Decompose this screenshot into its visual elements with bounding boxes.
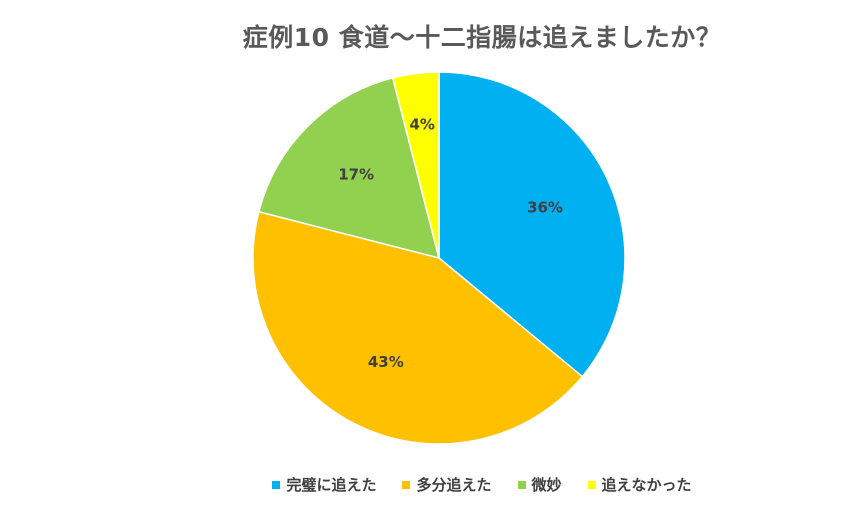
- legend-swatch-kanpeki: [272, 480, 281, 489]
- pie-slice-oenakatta: [391, 71, 440, 259]
- legend-item-kanpeki: 完璧に追えた: [272, 474, 376, 495]
- pie-labels: 36% 43% 17% 4%: [338, 116, 563, 371]
- legend-label-bimyou: 微妙: [531, 476, 562, 494]
- legend: 完璧に追えた 多分追えた 微妙 追えなかった: [0, 474, 864, 495]
- legend-label-kanpeki: 完璧に追えた: [286, 476, 377, 494]
- pie-slice-tabun: [252, 210, 584, 445]
- slice-label-tabun: 43%: [368, 353, 404, 371]
- pie-slice-kanpeki: [438, 71, 626, 378]
- legend-swatch-bimyou: [517, 480, 526, 489]
- legend-swatch-tabun: [402, 480, 411, 489]
- legend-label-tabun: 多分追えた: [416, 476, 492, 494]
- legend-item-oenakatta: 追えなかった: [587, 474, 692, 495]
- pie-slices: [252, 71, 626, 445]
- pie-slice-bimyou: [257, 76, 441, 260]
- slice-label-kanpeki: 36%: [527, 199, 563, 217]
- legend-item-tabun: 多分追えた: [402, 474, 492, 495]
- legend-item-bimyou: 微妙: [517, 474, 562, 495]
- slice-label-oenakatta: 4%: [409, 116, 434, 134]
- chart-title: 症例10 食道〜十二指腸は追えましたか？: [242, 23, 722, 52]
- slice-label-bimyou: 17%: [338, 166, 374, 184]
- legend-swatch-oenakatta: [587, 480, 596, 489]
- legend-label-oenakatta: 追えなかった: [601, 476, 692, 494]
